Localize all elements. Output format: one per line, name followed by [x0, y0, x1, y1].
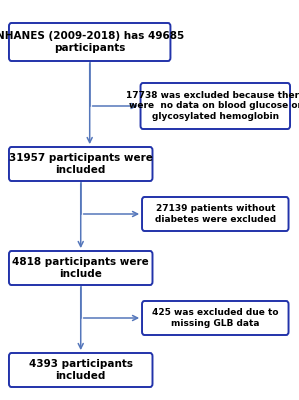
FancyBboxPatch shape	[142, 301, 289, 335]
FancyBboxPatch shape	[142, 197, 289, 231]
Text: 425 was excluded due to
missing GLB data: 425 was excluded due to missing GLB data	[152, 308, 279, 328]
FancyBboxPatch shape	[9, 353, 152, 387]
FancyBboxPatch shape	[9, 23, 170, 61]
FancyBboxPatch shape	[141, 83, 290, 129]
Text: 4818 participants were
include: 4818 participants were include	[12, 257, 149, 279]
Text: NHANES (2009-2018) has 49685
participants: NHANES (2009-2018) has 49685 participant…	[0, 31, 184, 53]
Text: 17738 was excluded because there
were  no data on blood glucose or
glycosylated : 17738 was excluded because there were no…	[126, 91, 299, 121]
Text: 27139 patients without
diabetes were excluded: 27139 patients without diabetes were exc…	[155, 204, 276, 224]
Text: 31957 participants were
included: 31957 participants were included	[9, 153, 153, 175]
FancyBboxPatch shape	[9, 147, 152, 181]
Text: 4393 participants
included: 4393 participants included	[29, 359, 133, 381]
FancyBboxPatch shape	[9, 251, 152, 285]
